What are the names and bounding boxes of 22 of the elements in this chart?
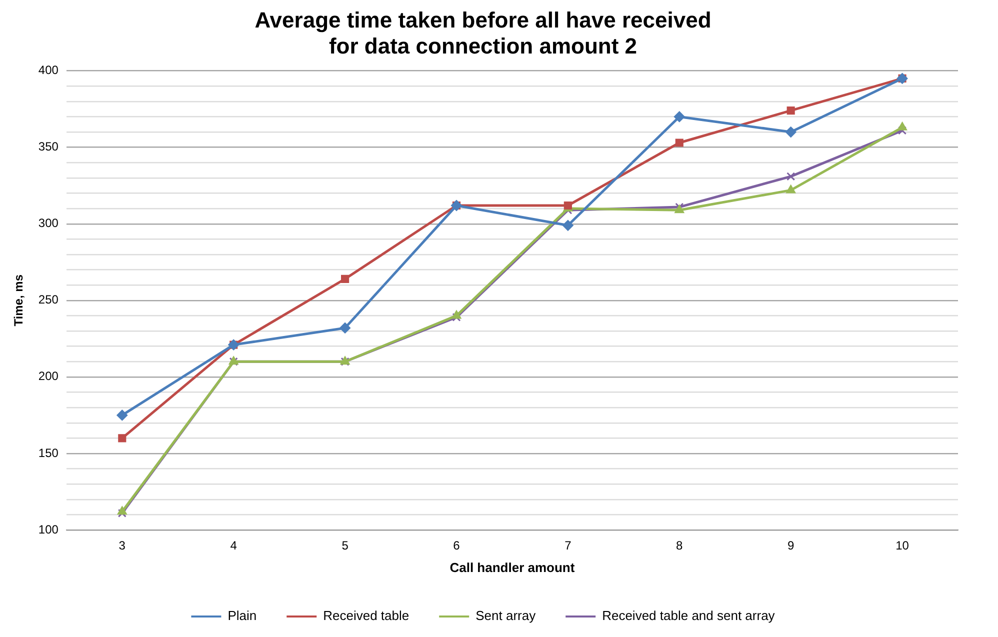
legend-label: Sent array	[476, 608, 536, 624]
x-tick-label: 3	[118, 538, 126, 553]
legend-label: Received table	[323, 608, 410, 624]
y-tick-label: 250	[38, 292, 59, 307]
x-tick-label: 6	[453, 538, 460, 553]
y-tick-label: 350	[38, 140, 59, 154]
x-tick-label: 10	[896, 538, 910, 553]
legend-label: Received table and sent array	[602, 608, 776, 624]
x-axis-title: Call handler amount	[450, 560, 576, 575]
y-tick-label: 100	[38, 522, 59, 536]
y-axis-title: Time, ms	[12, 274, 26, 326]
chart-title: Average time taken before all have received for data connection amount 2	[254, 7, 712, 59]
x-tick-label: 7	[564, 538, 572, 553]
x-tick-label: 4	[230, 538, 238, 553]
y-tick-label: 400	[38, 63, 59, 78]
x-tick-label: 9	[787, 538, 794, 553]
legend-label: Plain	[228, 608, 257, 624]
x-tick-label: 8	[676, 538, 684, 553]
y-tick-label: 150	[38, 446, 59, 460]
x-tick-label: 5	[342, 538, 349, 553]
y-tick-label: 200	[38, 369, 59, 384]
y-tick-label: 300	[38, 216, 59, 230]
